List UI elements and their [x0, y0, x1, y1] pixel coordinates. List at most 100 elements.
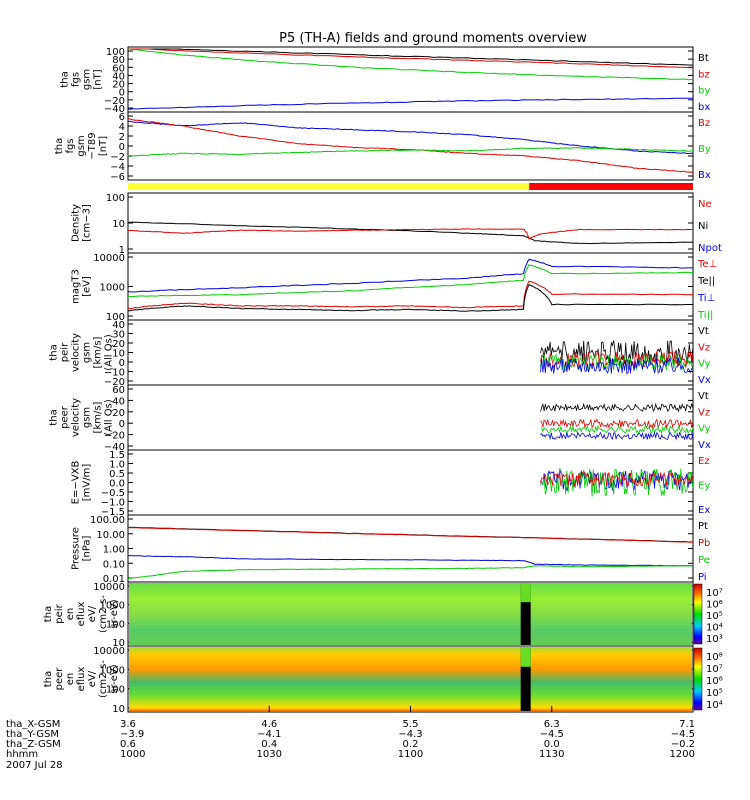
y-label-line: [nT]	[98, 136, 109, 156]
y-label-line: [cm−3]	[82, 204, 93, 242]
panel-frame	[127, 111, 694, 181]
y-axis-label: tha peer velocity gsm [km/s] (All Qs)	[49, 398, 115, 437]
y-label-line: eflux	[76, 602, 87, 627]
series-ti||	[127, 264, 694, 298]
y-tick-label: 40	[112, 71, 125, 82]
y-tick-label: 0	[119, 419, 125, 430]
y-tick-label: 100	[106, 47, 125, 58]
y-tick-label: 0.5	[109, 469, 125, 480]
colorbar-tick-label: 10⁶	[706, 676, 723, 687]
y-label-line: peer	[54, 667, 65, 691]
y-axis-label: tha peer en eflux eV/(cm2-s-sr-eV)	[43, 660, 120, 698]
y-tick-label: 1000	[100, 665, 125, 676]
legend-bz: Bz	[698, 118, 710, 129]
x-row-label: hhmm	[6, 749, 38, 760]
series-pi	[127, 554, 693, 567]
y-label-line: velocity	[71, 398, 82, 437]
y-tick-label: −40	[104, 104, 125, 115]
y-label-line: tha	[49, 344, 60, 360]
legend-pi: Pi	[698, 572, 707, 583]
y-tick-label: 10	[112, 349, 125, 360]
y-tick-label: −1.5	[101, 507, 125, 518]
legend-vx: Vx	[698, 440, 711, 451]
colorbar-tick-label: 10³	[706, 634, 723, 645]
y-tick-label: 2	[119, 132, 125, 143]
series-te||	[127, 283, 693, 312]
series-ti⊥	[127, 258, 693, 293]
spectrogram-gap-top	[520, 647, 531, 667]
y-tick-label: 100	[106, 685, 125, 696]
x-row-value: −0.2	[671, 739, 695, 750]
y-tick-label: 20	[112, 339, 125, 350]
y-tick-label: 10	[112, 219, 125, 230]
x-row-value: −4.1	[257, 729, 281, 740]
y-label-line: (cm2-s-	[98, 660, 109, 698]
panel-frame	[127, 192, 694, 254]
series-by	[128, 48, 694, 81]
y-tick-label: 0	[119, 88, 125, 99]
colorbar-tick-label: 10⁵	[706, 611, 723, 622]
series-pb	[127, 527, 694, 543]
y-tick-label: 0.10	[103, 559, 125, 570]
y-tick-label: 60	[112, 63, 125, 74]
legend-bx: Bx	[698, 170, 711, 181]
y-label-line: [nT]	[93, 69, 104, 89]
colorbar-tick-label: 10⁴	[706, 700, 723, 711]
legend-by: By	[698, 144, 711, 155]
legend-ex: Ex	[698, 505, 710, 516]
x-row-value: 1130	[539, 749, 564, 760]
y-label-line: en	[65, 608, 76, 621]
legend-vx: Vx	[698, 375, 711, 386]
y-tick-label: 0	[119, 358, 125, 369]
legend-ey: Ey	[698, 481, 710, 492]
colorbar-tick-label: 10⁸	[706, 652, 723, 663]
panel-density: Density [cm−3] 100 10 1 Ne Ni Npot	[71, 192, 722, 256]
y-label-line: magT3	[71, 269, 82, 304]
y-tick-label: −40	[104, 442, 125, 453]
x-row-value: −4.5	[540, 729, 564, 740]
legend-bt: Bt	[698, 53, 709, 64]
y-label-line: eflux	[76, 667, 87, 692]
y-tick-label: 1.0	[109, 460, 125, 471]
y-tick-label: 60	[112, 385, 125, 396]
y-tick-label: 100.00	[90, 515, 125, 526]
y-label-line: en	[65, 673, 76, 686]
x-row-value: 3.6	[120, 719, 136, 730]
x-row-value: −4.5	[671, 729, 695, 740]
y-tick-label: 1000	[100, 283, 125, 294]
legend-pb: Pb	[698, 538, 710, 549]
y-tick-label: 1.5	[109, 450, 125, 461]
spectrogram-fill	[129, 647, 692, 711]
panel-frame	[127, 514, 694, 583]
legend-vt: Vt	[698, 391, 709, 402]
y-tick-label: −0.5	[101, 488, 125, 499]
y-tick-label: 4	[119, 122, 125, 133]
series-ne	[127, 228, 694, 240]
noise-trace	[540, 418, 694, 429]
y-tick-label: −6	[110, 172, 125, 183]
y-tick-label: −20	[104, 431, 125, 442]
y-axis-label: magT3 [eV]	[71, 269, 93, 304]
y-axis-label: tha peir velocity gsm [km/s] (All Qs)	[49, 333, 115, 372]
panel-peer-en-eflux: tha peer en eflux eV/(cm2-s-sr-eV) 10000 1000 1…	[43, 645, 723, 715]
noise-trace	[540, 402, 694, 413]
x-row-label: tha_Z-GSM	[6, 739, 61, 750]
spectrogram-gap-top	[520, 583, 531, 603]
legend-by: by	[698, 86, 710, 97]
y-axis-label: tha fgs gsm [nT]	[60, 69, 104, 90]
x-row-value: 1000	[120, 749, 145, 760]
x-row-value: 0.0	[544, 739, 560, 750]
panel-pressure: Pressure [nPa]100.0010.001.000.100.01PtPb…	[71, 514, 710, 585]
mode-bar-segment	[529, 183, 693, 190]
y-tick-label: 100	[106, 193, 125, 204]
x-row-label: tha_X-GSM	[6, 719, 60, 730]
y-label-line: (cm2-s-	[98, 595, 109, 633]
y-tick-label: 1	[119, 245, 125, 256]
noise-trace	[540, 424, 694, 435]
x-row-value: 7.1	[679, 719, 695, 730]
panel-peir-velocity: tha peir velocity gsm [km/s] (All Qs) 40302010…	[49, 319, 711, 388]
y-tick-label: 40	[112, 396, 125, 407]
y-label-line: gsm	[82, 69, 93, 90]
series-te⊥	[127, 280, 694, 310]
y-label-line: tha	[60, 71, 71, 87]
